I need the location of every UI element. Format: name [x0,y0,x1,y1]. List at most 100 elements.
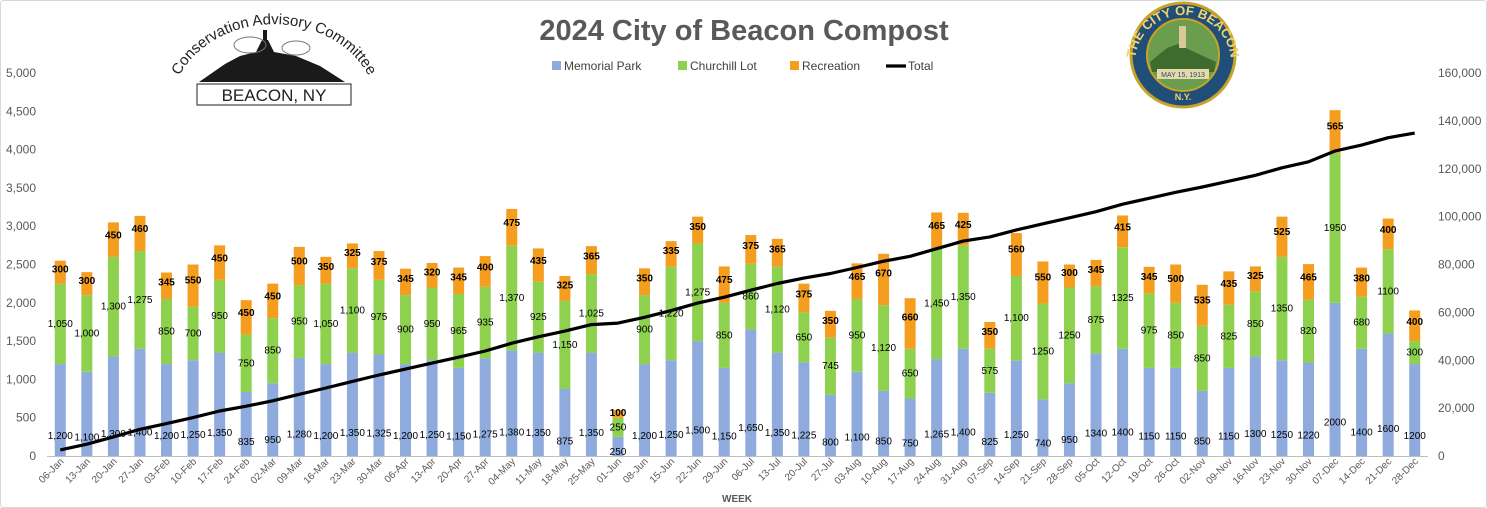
bar-segment-churchill-lot [1063,287,1075,384]
seal-date-banner [1157,69,1209,79]
bar-segment-churchill-lot [771,266,783,353]
x-tick-label: 18-May [540,456,571,487]
data-label-memorial-park: 1150 [1218,432,1240,443]
bar-segment-memorial-park [1010,360,1022,456]
data-label-recreation: 460 [132,224,149,235]
data-label-memorial-park: 1,250 [181,430,206,441]
bar-segment-recreation [1143,266,1155,294]
x-tick-label: 29-Jun [701,456,730,485]
chart-title: 2024 City of Beacon Compost [539,15,949,47]
data-label-churchill-lot: 1,100 [340,305,365,316]
data-label-recreation: 670 [875,268,892,279]
data-label-recreation: 335 [663,246,680,257]
bar-segment-recreation [426,262,438,288]
data-label-churchill-lot: 650 [796,332,813,343]
data-label-recreation: 350 [636,274,653,285]
data-label-churchill-lot: 250 [610,422,627,433]
bar-segment-churchill-lot [718,302,730,368]
x-tick-label: 06-Jul [730,456,757,483]
bar-segment-recreation [1037,261,1049,304]
data-label-recreation: 475 [716,275,733,286]
data-label-memorial-park: 1400 [1350,427,1373,438]
bar-segment-churchill-lot [665,266,677,361]
bar-segment-memorial-park [639,364,651,456]
bar-segment-memorial-park [1249,356,1261,456]
legend-label-memorial-park: Memorial Park [564,59,642,73]
bar-segment-memorial-park [532,352,544,456]
data-label-recreation: 345 [1141,272,1158,283]
data-label-recreation: 475 [503,218,520,229]
y-axis-right: 0 20,000 40,000 60,000 80,000 100,000 120,000 1… [1438,66,1482,463]
y-left-tick-label: 1,000 [6,372,36,386]
data-label-recreation: 450 [264,292,281,303]
x-tick-label: 26-Oct [1153,456,1182,485]
legend: Memorial Park Churchill Lot Recreation Tota… [552,59,933,73]
data-label-memorial-park: 1,400 [127,427,152,438]
data-label-memorial-park: 950 [1061,435,1078,446]
bar-segment-churchill-lot [346,268,358,353]
bar-segment-recreation [1010,233,1022,276]
bar-segment-memorial-park [320,364,332,456]
x-tick-label: 14-Dec [1337,456,1368,487]
total-line [59,131,1415,452]
data-label-memorial-park: 740 [1035,439,1052,450]
bar-segment-memorial-park [187,360,199,456]
data-label-recreation: 100 [610,408,627,419]
bar-segment-recreation [187,264,199,307]
x-tick-label: 07-Dec [1311,456,1342,487]
data-label-churchill-lot: 300 [1406,348,1423,359]
bar-segment-memorial-park [1409,364,1421,456]
data-label-memorial-park: 250 [610,447,627,458]
data-label-churchill-lot: 575 [981,366,998,377]
y-left-tick-label: 5,000 [6,66,36,80]
cac-logo-location: BEACON, NY [222,86,327,105]
legend-label-recreation: Recreation [802,59,860,73]
data-label-churchill-lot: 1250 [1058,330,1081,341]
bar-segment-recreation [1356,267,1368,297]
bar-segment-recreation [824,310,836,338]
bar-segment-churchill-lot [851,298,863,372]
data-label-recreation: 560 [1008,244,1025,255]
data-label-recreation: 450 [238,308,255,319]
x-tick-label: 28-Sep [1045,456,1076,487]
bar-segment-recreation [718,266,730,303]
x-tick-label: 16-Nov [1231,456,1262,487]
bar-segment-churchill-lot [453,293,465,368]
bar-segment-churchill-lot [745,263,757,330]
data-label-churchill-lot: 1,275 [127,295,152,306]
x-tick-label: 20-Apr [436,456,465,485]
data-label-churchill-lot: 925 [530,312,547,323]
data-label-recreation: 375 [742,241,759,252]
data-label-memorial-park: 1,225 [791,430,816,441]
bar-segment-recreation [81,272,93,296]
data-label-recreation: 465 [1300,273,1317,284]
bar-segment-recreation [214,245,226,280]
y-left-tick-label: 4,500 [6,104,36,118]
data-label-recreation: 400 [1380,225,1397,236]
data-label-recreation: 350 [822,316,839,327]
bar-segment-memorial-park [1302,362,1314,456]
bar-segment-churchill-lot [1170,302,1182,368]
data-label-recreation: 660 [902,312,919,323]
bar-segment-recreation [1063,264,1075,288]
y-right-tick-label: 60,000 [1438,305,1475,319]
bar-segment-churchill-lot [240,334,252,393]
data-label-churchill-lot: 1,350 [951,292,976,303]
bar-segment-churchill-lot [479,286,491,359]
bar-segment-memorial-park [426,360,438,456]
x-tick-label: 28-Dec [1390,456,1421,487]
bar-segment-recreation [1090,259,1102,287]
data-label-memorial-park: 1,275 [473,430,498,441]
bar-segment-churchill-lot [187,306,199,361]
x-tick-label: 02-Nov [1178,456,1209,487]
data-label-recreation: 550 [1035,272,1052,283]
data-label-recreation: 300 [1061,268,1078,279]
bar-segment-recreation [1170,264,1182,303]
data-label-recreation: 345 [450,273,467,284]
bar-segment-memorial-park [1037,399,1049,456]
bar-segment-churchill-lot [107,256,119,357]
data-label-memorial-park: 950 [264,435,281,446]
x-tick-label: 16-Mar [302,456,333,487]
y-right-tick-label: 0 [1438,449,1445,463]
